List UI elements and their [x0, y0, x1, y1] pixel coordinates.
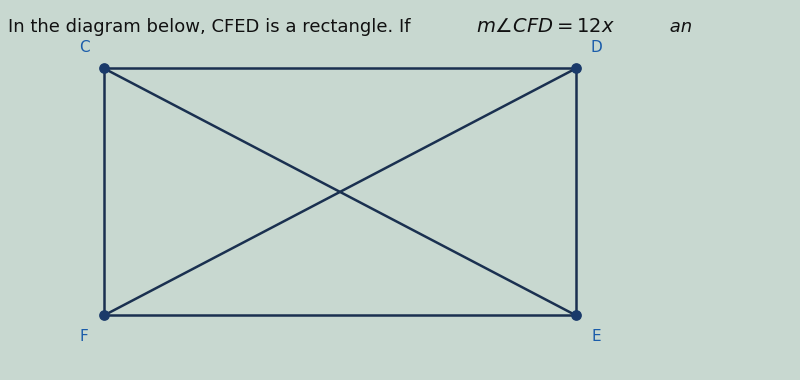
Text: D: D — [590, 40, 602, 55]
Point — [98, 65, 110, 71]
Point — [570, 65, 582, 71]
Point — [570, 312, 582, 318]
Text: In the diagram below, CFED is a rectangle. If: In the diagram below, CFED is a rectangl… — [8, 17, 416, 36]
Text: C: C — [78, 40, 90, 55]
Text: $\mathit{m}\angle\mathit{CFD}=12\mathit{x}$: $\mathit{m}\angle\mathit{CFD}=12\mathit{… — [476, 17, 614, 36]
Point — [98, 312, 110, 318]
Text: E: E — [591, 329, 601, 344]
Text: an: an — [664, 17, 692, 36]
Text: F: F — [80, 329, 88, 344]
